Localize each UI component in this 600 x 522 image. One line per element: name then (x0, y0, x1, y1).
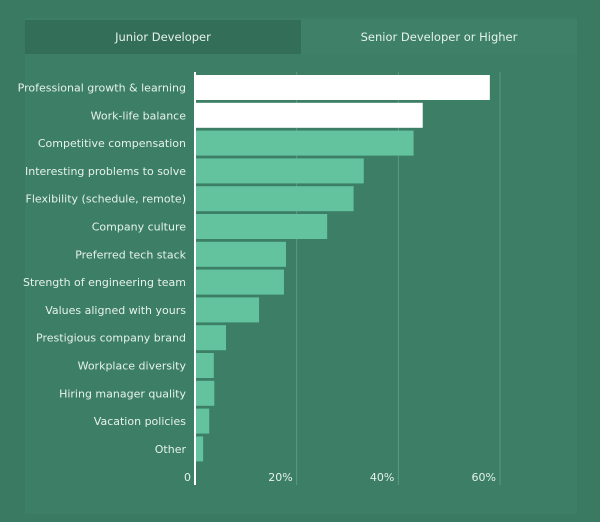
category-label: Prestigious company brand (36, 332, 186, 345)
tab-senior-developer[interactable]: Senior Developer or Higher (301, 20, 577, 54)
category-label: Company culture (92, 221, 186, 234)
category-label: Vacation policies (94, 415, 186, 428)
tab-junior-developer[interactable]: Junior Developer (25, 20, 301, 54)
category-label: Values aligned with yours (45, 304, 186, 317)
bar (195, 130, 414, 156)
category-label: Other (155, 443, 187, 456)
category-label: Preferred tech stack (75, 248, 186, 261)
category-label: Flexibility (schedule, remote) (26, 193, 186, 206)
category-label: Professional growth & learning (18, 82, 186, 95)
bar (195, 158, 364, 184)
x-tick-label: 0 (184, 471, 191, 484)
bar (195, 186, 354, 212)
bar (195, 269, 284, 295)
bar (195, 241, 286, 267)
bar (195, 353, 214, 378)
category-label: Interesting problems to solve (25, 165, 186, 178)
bar (195, 75, 490, 100)
category-label: Strength of engineering team (23, 276, 186, 289)
category-label: Work-life balance (91, 109, 187, 122)
bar (195, 380, 215, 406)
x-tick-label: 40% (370, 471, 394, 484)
bar (195, 325, 227, 351)
category-label: Hiring manager quality (59, 387, 186, 400)
bar (195, 102, 423, 128)
chart-panel: Junior Developer Senior Developer or Hig… (25, 18, 577, 514)
x-tick-label: 60% (472, 471, 496, 484)
bar (195, 297, 260, 323)
bar (195, 436, 204, 462)
category-label: Competitive compensation (38, 137, 186, 150)
bar (195, 214, 328, 239)
category-label: Workplace diversity (78, 360, 187, 373)
tab-bar: Junior Developer Senior Developer or Hig… (25, 20, 577, 54)
bar (195, 408, 210, 434)
x-tick-label: 20% (268, 471, 292, 484)
